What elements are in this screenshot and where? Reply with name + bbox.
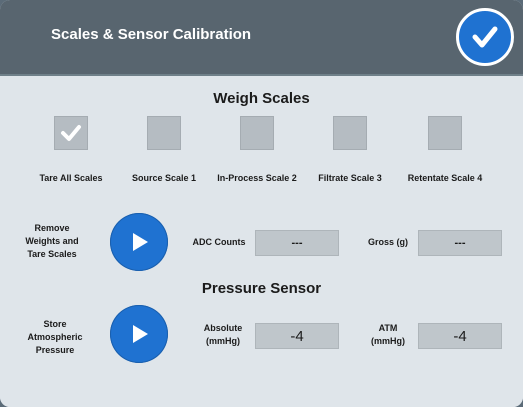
check-icon — [472, 26, 498, 48]
remove-weights-label: Remove Weights and Tare Scales — [25, 223, 79, 259]
pressure-sensor-title: Pressure Sensor — [201, 280, 322, 297]
header-bar: Scales & Sensor Calibration — [0, 0, 523, 76]
source-scale-1-checkbox[interactable] — [147, 116, 181, 150]
adc-counts-label: ADC Counts — [192, 237, 246, 247]
tare-all-label: Tare All Scales — [39, 173, 103, 183]
source-scale-1-label: Source Scale 1 — [131, 173, 197, 183]
store-atm-label: Store Atmospheric Pressure — [27, 319, 83, 355]
gross-label: Gross (g) — [367, 237, 408, 247]
check-icon — [61, 125, 81, 141]
atm-field: -4 — [418, 323, 502, 349]
adc-counts-field: --- — [255, 230, 339, 256]
retentate-scale-4-checkbox[interactable] — [428, 116, 462, 150]
tare-scales-play-button[interactable] — [110, 213, 168, 271]
play-icon — [133, 325, 148, 343]
play-icon — [133, 233, 148, 251]
weigh-scales-title: Weigh Scales — [213, 90, 310, 107]
gross-field: --- — [418, 230, 502, 256]
confirm-button[interactable] — [456, 8, 514, 66]
filtrate-scale-3-checkbox[interactable] — [333, 116, 367, 150]
retentate-scale-4-label: Retentate Scale 4 — [407, 173, 483, 183]
atm-label: ATM (mmHg) — [371, 323, 405, 346]
absolute-label: Absolute (mmHg) — [203, 323, 243, 346]
in-process-scale-2-checkbox[interactable] — [240, 116, 274, 150]
page-title: Scales & Sensor Calibration — [51, 26, 252, 43]
tare-all-checkbox[interactable] — [54, 116, 88, 150]
in-process-scale-2-label: In-Process Scale 2 — [217, 173, 297, 183]
absolute-field: -4 — [255, 323, 339, 349]
store-pressure-play-button[interactable] — [110, 305, 168, 363]
filtrate-scale-3-label: Filtrate Scale 3 — [318, 173, 382, 183]
